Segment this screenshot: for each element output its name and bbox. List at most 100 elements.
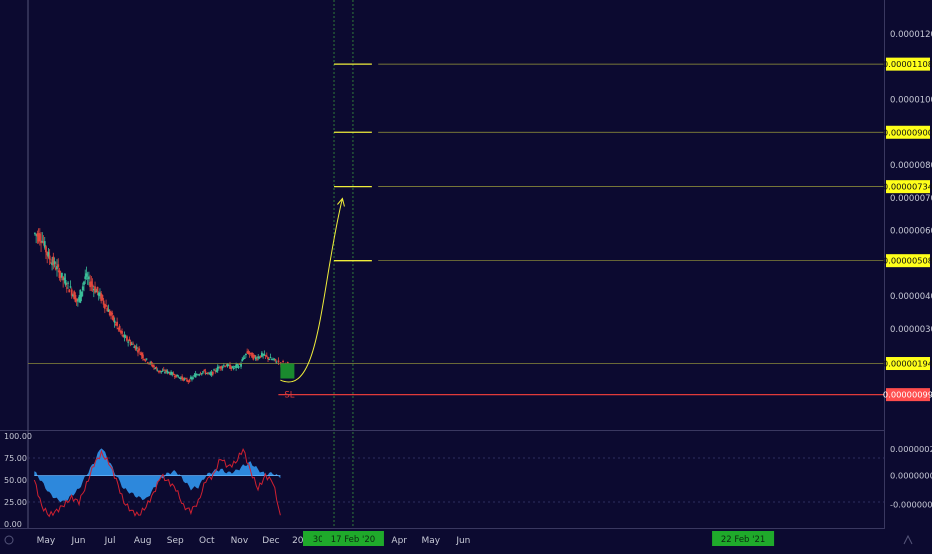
target-price-badge <box>886 57 930 71</box>
candle-body <box>72 295 74 297</box>
osc-right-tick: 0.00000020 <box>890 444 932 454</box>
grid <box>0 0 885 529</box>
candle-body <box>51 262 53 266</box>
candle-body <box>180 377 182 380</box>
candle-body <box>272 359 274 361</box>
candle-body <box>203 370 206 372</box>
candle-body <box>112 315 115 321</box>
candle-body <box>57 264 60 268</box>
logo-icon <box>4 535 14 545</box>
candle-body <box>269 356 272 359</box>
candle-body <box>173 375 176 377</box>
candle-body <box>74 294 77 302</box>
candle-body <box>273 358 276 360</box>
candle-body <box>139 354 142 356</box>
projection-curve[interactable] <box>280 198 343 383</box>
candle-body <box>49 262 52 264</box>
price-pane[interactable]: SL <box>28 63 884 401</box>
candle-body <box>210 372 213 376</box>
date-badge <box>712 531 775 546</box>
candle-body <box>219 366 222 369</box>
candle-body <box>208 372 211 374</box>
candle-body <box>167 371 170 373</box>
candle-body <box>221 366 224 369</box>
candle-body <box>234 366 236 368</box>
oscillator-pane[interactable]: 100.00 75.00 50.00 25.00 0.00 0.00000020 0.000… <box>4 432 932 529</box>
candle-body <box>237 366 240 368</box>
target-price-badge-text: 0.00000734 <box>883 182 932 192</box>
candle-body <box>45 246 47 253</box>
date-badge-label: 17 Feb '20 <box>331 535 375 545</box>
candle-body <box>199 373 202 375</box>
candle-body <box>102 300 105 305</box>
candle-body <box>227 364 230 366</box>
candle-body <box>75 298 78 302</box>
candle-body <box>118 325 121 331</box>
candle-body <box>225 365 228 367</box>
y-tick-label: 0.00001000 <box>890 96 932 106</box>
candle-body <box>119 330 122 333</box>
candle-body <box>183 378 186 380</box>
candle-body <box>270 359 273 361</box>
candle-body <box>230 367 233 370</box>
candle-body <box>58 270 61 279</box>
candle-body <box>257 356 260 359</box>
candle-body <box>222 365 225 367</box>
candle-body <box>259 355 262 358</box>
target-price-badge <box>886 254 930 268</box>
candle-body <box>124 336 127 338</box>
stop-loss-text: SL <box>284 391 294 401</box>
candle-body <box>172 373 175 376</box>
candle-body <box>144 360 147 362</box>
candle-body <box>188 379 191 382</box>
auto-scale-icon[interactable] <box>903 534 913 545</box>
candle-body <box>97 292 100 296</box>
candle-body <box>73 291 76 300</box>
candle-body <box>37 233 40 242</box>
candle-body <box>178 377 181 379</box>
candle-body <box>101 294 104 300</box>
candle-body <box>92 289 95 291</box>
candle-body <box>245 353 247 356</box>
candle-body <box>65 287 68 289</box>
candle-body <box>151 364 154 367</box>
candle-body <box>110 311 112 316</box>
entry-price-badge <box>886 357 930 371</box>
candle-body <box>209 373 212 375</box>
candle-body <box>205 373 208 375</box>
candle-body <box>36 233 39 237</box>
candle-body <box>99 292 101 297</box>
candle-body <box>232 367 235 369</box>
candle-body <box>176 374 179 377</box>
candle-body <box>53 261 56 264</box>
candle-body <box>189 377 192 379</box>
x-tick-label: Oct <box>199 536 215 546</box>
candle-body <box>111 312 114 315</box>
candle-body <box>187 381 190 383</box>
candle-body <box>64 280 67 285</box>
candle-body <box>128 338 131 342</box>
axes: MayJunJulAugSepOctNovDec2020MarAprMayJun… <box>4 30 932 546</box>
candle-body <box>220 366 223 369</box>
candle-body <box>96 286 99 293</box>
candle-body <box>85 273 88 277</box>
candle-body <box>40 240 42 244</box>
x-tick-label: Aug <box>134 536 152 546</box>
candle-body <box>274 358 277 361</box>
candle-body <box>263 353 266 356</box>
candle-body <box>242 358 245 360</box>
candle-body <box>68 289 71 293</box>
x-tick-label: Jun <box>70 536 85 546</box>
candle-body <box>157 370 160 373</box>
entry-zone-box[interactable] <box>280 363 295 379</box>
x-tick-label: Jun <box>455 536 470 546</box>
target-price-badge <box>886 180 930 194</box>
x-tick-label: May <box>37 536 56 546</box>
candle-body <box>251 352 253 358</box>
candle-body <box>262 354 265 356</box>
osc-left-tick: 75.00 <box>4 454 27 463</box>
candle-body <box>218 367 220 369</box>
candle-body <box>204 371 207 374</box>
